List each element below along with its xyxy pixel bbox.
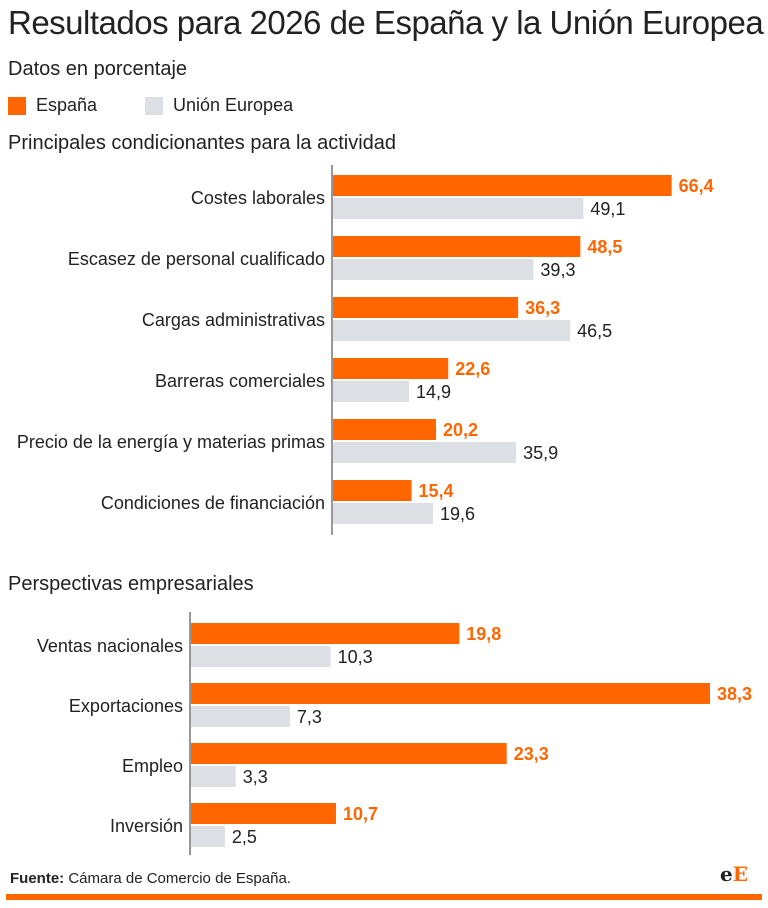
bar-eu: [191, 646, 331, 667]
bar-spain: [191, 683, 710, 704]
category-label: Exportaciones: [69, 696, 183, 716]
bar-eu: [191, 706, 290, 727]
value-label-eu: 10,3: [338, 647, 373, 667]
bar-spain: [191, 803, 336, 824]
bar-eu: [191, 826, 225, 847]
bar-eu: [333, 381, 409, 402]
bar-spain: [333, 175, 672, 196]
category-label: Precio de la energía y materias primas: [17, 432, 325, 452]
value-label-spain: 48,5: [587, 237, 622, 257]
bottom-bar: [6, 894, 762, 900]
legend-swatch-spain: [8, 96, 26, 115]
source-note: Fuente: Cámara de Comercio de España.: [10, 870, 291, 887]
legend-label: Unión Europea: [173, 95, 294, 115]
bar-eu: [333, 320, 571, 341]
legend-label: España: [36, 95, 98, 115]
logo: eE: [720, 862, 748, 886]
bar-eu: [333, 259, 534, 280]
value-label-spain: 23,3: [514, 744, 549, 764]
category-label: Empleo: [122, 756, 183, 776]
value-label-spain: 22,6: [455, 359, 490, 379]
value-label-spain: 38,3: [717, 684, 752, 704]
bar-eu: [333, 442, 517, 463]
bar-spain: [333, 358, 449, 379]
category-label: Cargas administrativas: [142, 310, 325, 330]
section-title-2: Perspectivas empresariales: [8, 573, 254, 595]
category-label: Condiciones de financiación: [101, 493, 325, 513]
bar-spain: [333, 236, 581, 257]
category-label: Barreras comerciales: [155, 371, 325, 391]
bar-spain: [191, 743, 507, 764]
value-label-spain: 20,2: [443, 420, 478, 440]
bar-eu: [191, 766, 236, 787]
category-label: Ventas nacionales: [37, 636, 183, 656]
legend-swatch-eu: [145, 96, 163, 115]
value-label-spain: 19,8: [466, 624, 501, 644]
category-label: Inversión: [110, 816, 183, 836]
bar-eu: [333, 198, 584, 219]
bar-spain: [333, 419, 437, 440]
value-label-spain: 15,4: [419, 481, 454, 501]
source-label: Fuente:: [10, 870, 65, 887]
source-text: Cámara de Comercio de España.: [68, 870, 291, 887]
value-label-eu: 2,5: [232, 827, 257, 847]
value-label-spain: 10,7: [343, 804, 378, 824]
bar-eu: [333, 503, 433, 524]
section-title-1: Principales condicionantes para la activ…: [8, 132, 397, 154]
bar-spain: [333, 297, 519, 318]
legend-eu: Unión Europea: [145, 95, 293, 116]
bar-spain: [333, 480, 412, 501]
value-label-eu: 49,1: [590, 199, 625, 219]
value-label-eu: 46,5: [577, 321, 612, 341]
value-label-eu: 7,3: [297, 707, 322, 727]
value-label-eu: 39,3: [540, 260, 575, 280]
value-label-spain: 36,3: [525, 298, 560, 318]
value-label-eu: 14,9: [416, 382, 451, 402]
value-label-eu: 35,9: [523, 443, 558, 463]
value-label-eu: 19,6: [440, 504, 475, 524]
value-label-spain: 66,4: [679, 176, 714, 196]
chart-subtitle: Datos en porcentaje: [8, 58, 188, 80]
legend-spain: España: [8, 95, 97, 116]
value-label-eu: 3,3: [243, 767, 268, 787]
category-label: Costes laborales: [191, 188, 325, 208]
bar-spain: [191, 623, 460, 644]
chart-title: Resultados para 2026 de España y la Unió…: [8, 4, 764, 41]
category-label: Escasez de personal cualificado: [68, 249, 325, 269]
